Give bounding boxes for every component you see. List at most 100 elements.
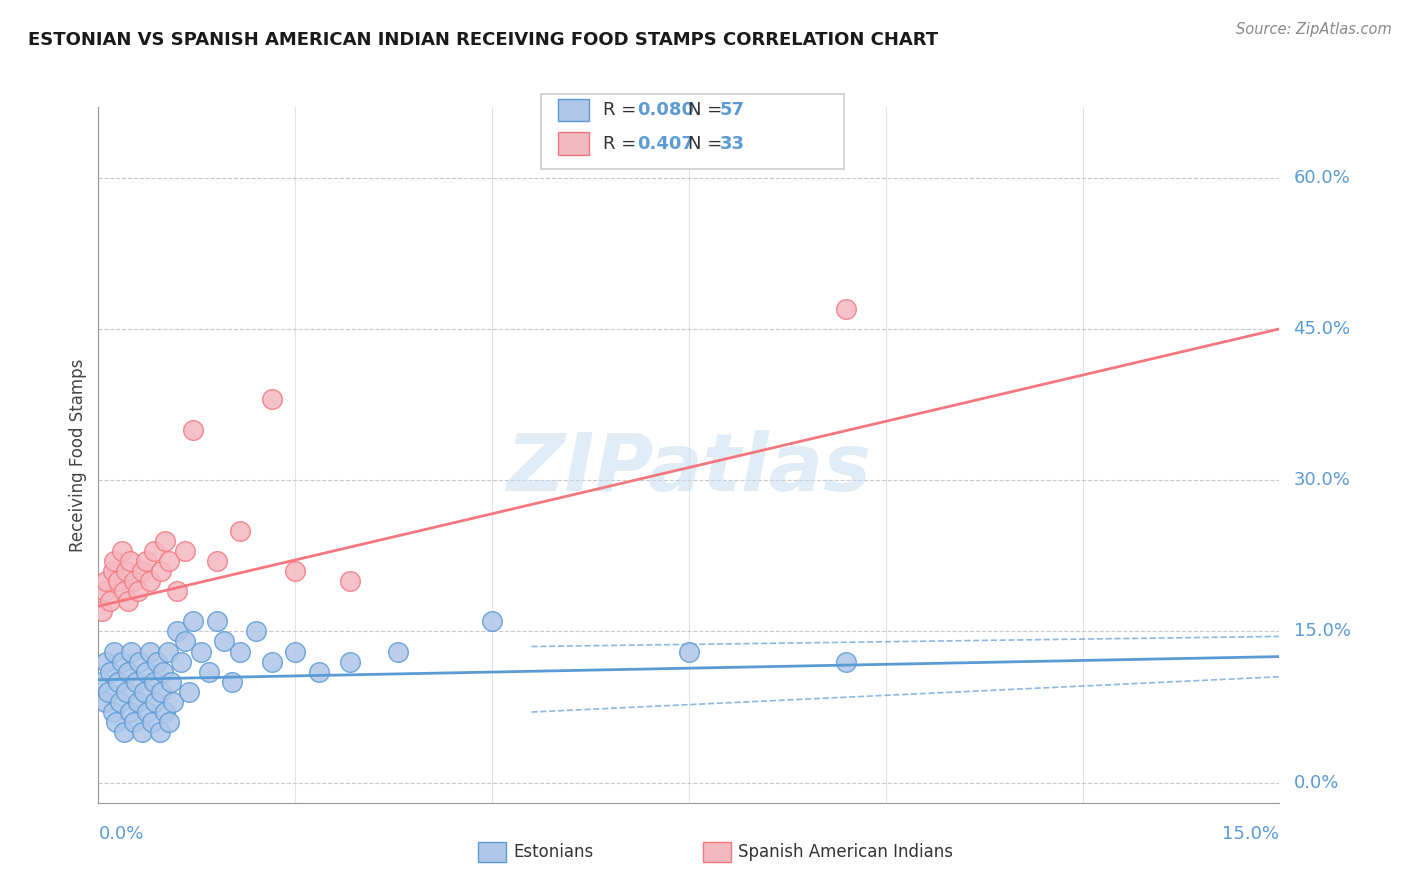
Point (214, 634, 236, 648)
Point (160, 674, 183, 689)
Text: 60.0%: 60.0% (1294, 169, 1350, 186)
Point (127, 584, 149, 599)
Point (260, 392, 283, 407)
Point (143, 695, 166, 709)
Point (835, 301, 858, 316)
Text: ESTONIAN VS SPANISH AMERICAN INDIAN RECEIVING FOOD STAMPS CORRELATION CHART: ESTONIAN VS SPANISH AMERICAN INDIAN RECE… (28, 31, 938, 49)
Point (117, 665, 139, 679)
Point (127, 695, 149, 709)
Point (150, 685, 173, 699)
Point (181, 615, 204, 629)
Point (117, 594, 139, 608)
Point (339, 655, 361, 669)
Point (138, 644, 160, 658)
Point (125, 674, 148, 689)
Point (135, 665, 157, 679)
Point (221, 674, 243, 689)
Point (166, 584, 188, 599)
Point (339, 574, 361, 588)
Point (260, 655, 283, 669)
Point (835, 655, 858, 669)
Text: R =: R = (603, 101, 643, 119)
Point (111, 543, 134, 558)
Point (112, 725, 135, 739)
Point (132, 685, 155, 699)
Point (156, 644, 179, 658)
Point (118, 705, 141, 719)
Point (97, 685, 120, 699)
Point (152, 665, 174, 679)
Point (146, 655, 169, 669)
Point (155, 533, 177, 548)
Text: Source: ZipAtlas.com: Source: ZipAtlas.com (1236, 22, 1392, 37)
Point (150, 564, 173, 578)
Point (112, 584, 135, 599)
Point (149, 725, 172, 739)
Point (122, 715, 145, 730)
Point (93, 695, 115, 709)
Point (157, 554, 180, 568)
Point (181, 423, 204, 437)
Point (387, 644, 409, 658)
Point (177, 685, 200, 699)
Point (91, 604, 114, 618)
Text: ZIPatlas: ZIPatlas (506, 430, 872, 508)
Point (128, 655, 150, 669)
Point (107, 574, 129, 588)
Point (162, 695, 184, 709)
Point (138, 574, 160, 588)
Point (190, 644, 212, 658)
Text: 0.0%: 0.0% (98, 825, 143, 843)
Point (96, 574, 118, 588)
Text: N =: N = (688, 101, 727, 119)
Text: 30.0%: 30.0% (1294, 471, 1350, 489)
Point (157, 715, 180, 730)
Point (229, 644, 252, 658)
Point (131, 725, 153, 739)
Point (96, 655, 118, 669)
Text: 15.0%: 15.0% (1294, 623, 1351, 640)
Text: Spanish American Indians: Spanish American Indians (738, 843, 953, 861)
Point (118, 554, 141, 568)
Point (101, 564, 124, 578)
Point (166, 624, 188, 639)
Point (103, 644, 125, 658)
Point (308, 665, 330, 679)
Point (170, 655, 193, 669)
Point (197, 665, 219, 679)
Point (245, 624, 267, 639)
Point (93, 584, 115, 599)
Point (284, 564, 307, 578)
Text: 15.0%: 15.0% (1222, 825, 1279, 843)
Point (481, 615, 503, 629)
Point (121, 644, 143, 658)
Point (101, 705, 124, 719)
Point (205, 554, 228, 568)
Point (98, 665, 121, 679)
Point (205, 615, 228, 629)
Point (142, 543, 165, 558)
Point (131, 564, 153, 578)
Point (107, 674, 129, 689)
Point (111, 655, 134, 669)
Point (284, 644, 307, 658)
Y-axis label: Receiving Food Stamps: Receiving Food Stamps (69, 359, 87, 551)
Point (91, 674, 114, 689)
Text: 45.0%: 45.0% (1294, 320, 1351, 338)
Point (115, 685, 138, 699)
Point (174, 634, 197, 648)
Text: 57: 57 (720, 101, 745, 119)
Text: R =: R = (603, 135, 643, 153)
Text: 0.0%: 0.0% (1294, 773, 1339, 791)
Point (136, 705, 159, 719)
Point (103, 554, 125, 568)
Point (678, 644, 700, 658)
Point (115, 564, 138, 578)
Point (135, 554, 157, 568)
Point (98, 594, 121, 608)
Point (104, 715, 127, 730)
Text: Estonians: Estonians (513, 843, 593, 861)
Point (174, 543, 197, 558)
Text: 0.407: 0.407 (637, 135, 693, 153)
Point (142, 674, 165, 689)
